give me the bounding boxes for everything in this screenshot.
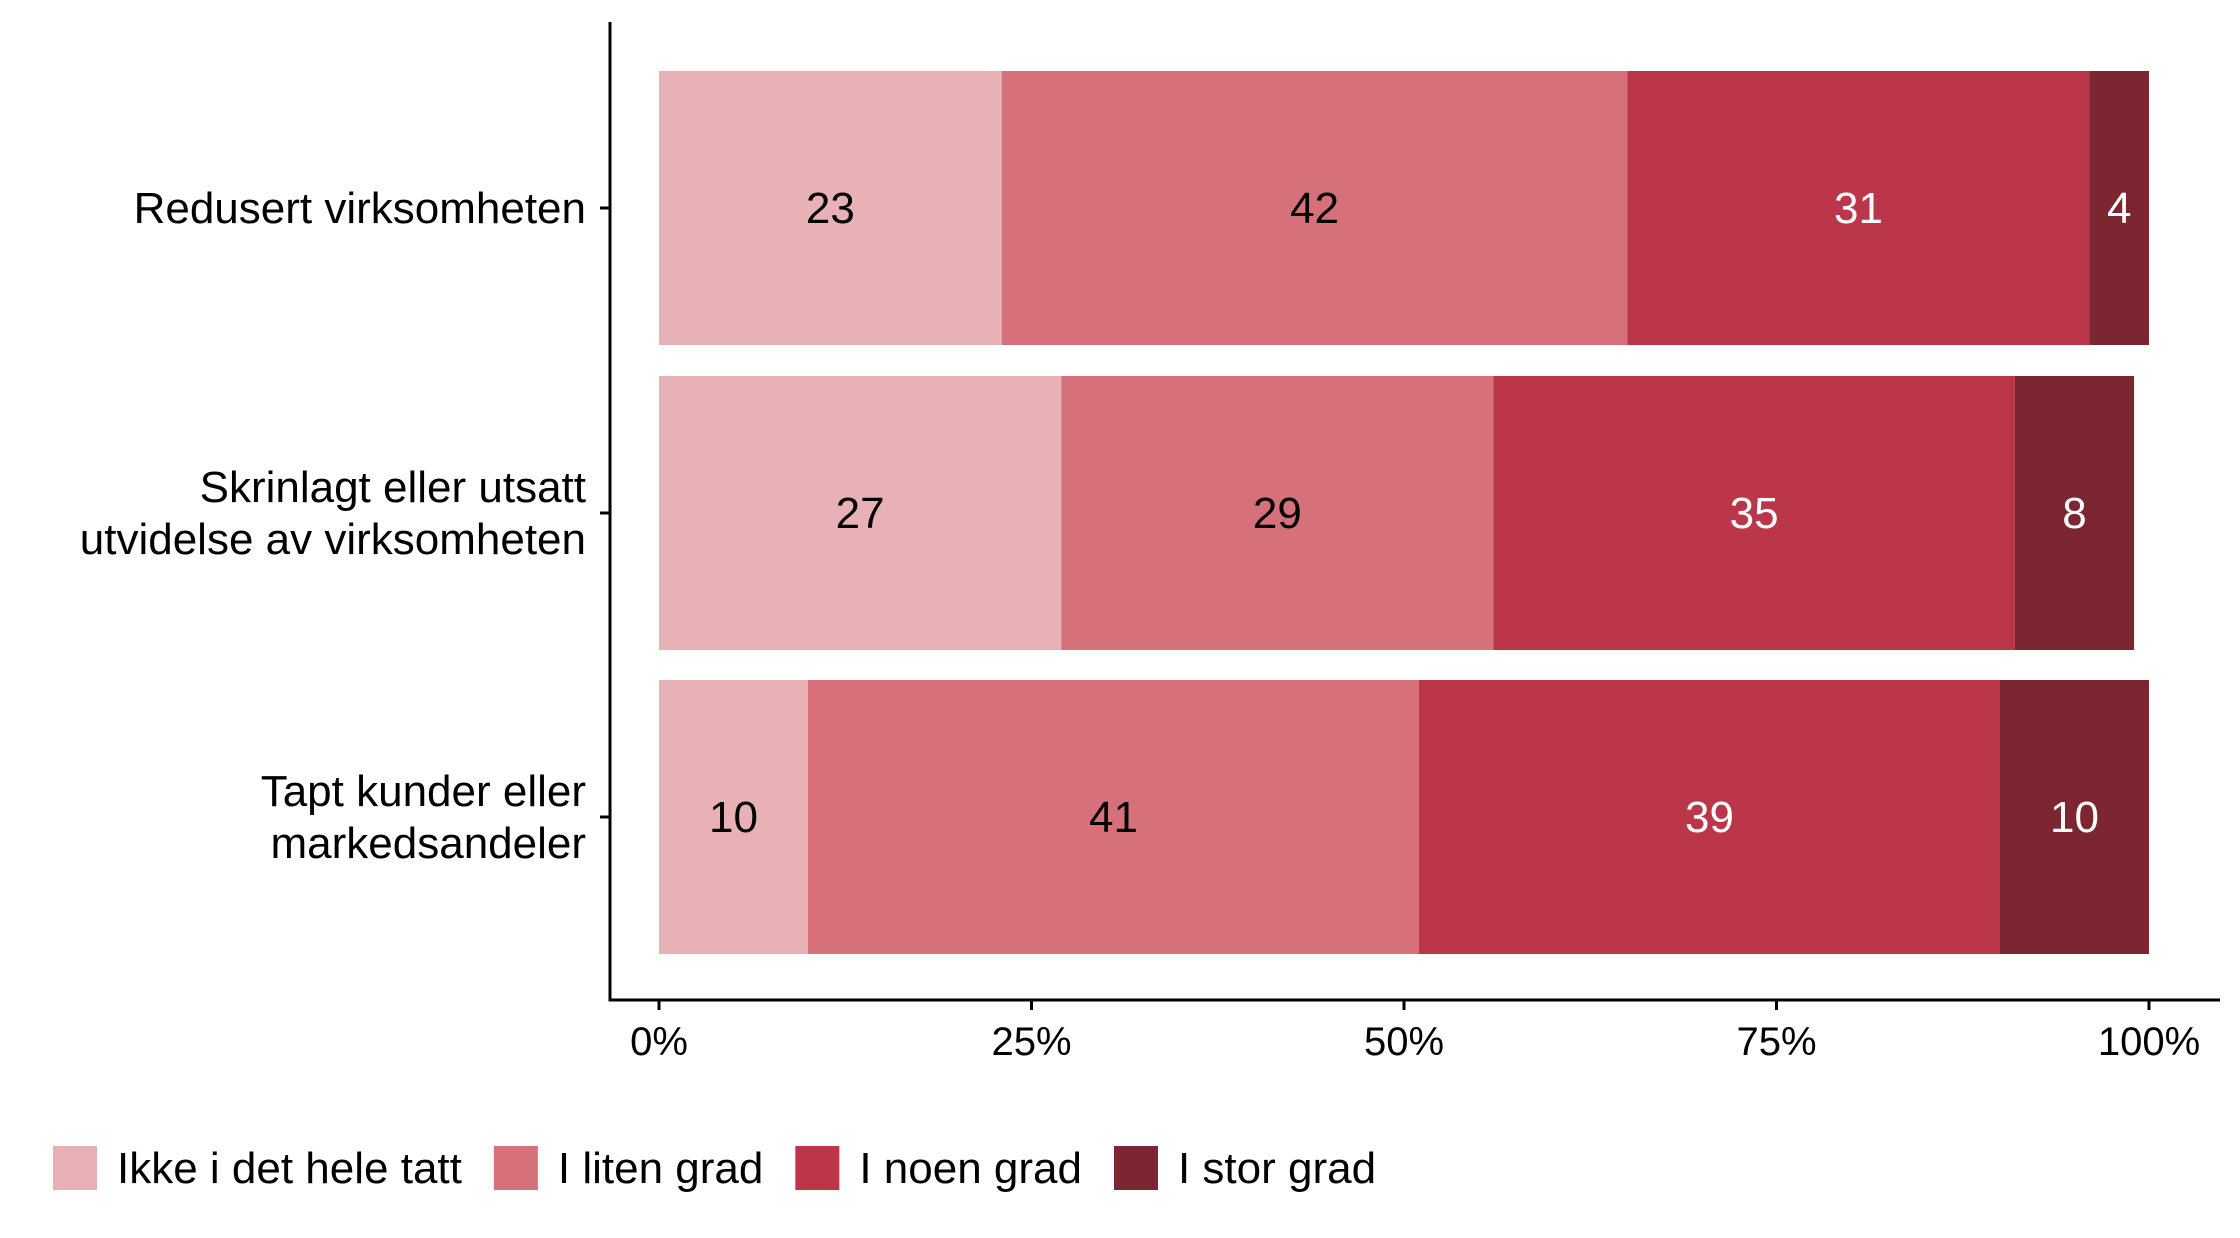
legend-swatch	[795, 1146, 840, 1190]
category-label: Tapt kunder eller	[261, 767, 586, 816]
bar-segment	[808, 680, 1419, 954]
bar-segment	[1061, 376, 1494, 650]
bar-segment	[659, 71, 1002, 345]
x-tick-label: 0%	[630, 1020, 688, 1064]
category-label: Redusert virksomheten	[134, 184, 586, 233]
x-tick-label: 100%	[2098, 1020, 2200, 1064]
bar-segment	[1418, 680, 2000, 954]
data-label: 4	[2107, 184, 2131, 233]
legend-label: I stor grad	[1178, 1144, 1376, 1193]
bars-layer	[659, 71, 2149, 954]
axes-layer: 0% 25% 50% 75% 100% Redusert virksomheten Skri…	[80, 22, 2220, 1064]
legend-swatch	[1113, 1146, 1158, 1190]
data-label: 23	[806, 184, 855, 233]
category-label: Skrinlagt eller utsatt	[200, 463, 586, 512]
data-label: 27	[836, 489, 885, 538]
legend-label: Ikke i det hele tatt	[117, 1144, 462, 1193]
legend-label: I liten grad	[558, 1144, 763, 1193]
data-label: 10	[2050, 793, 2099, 842]
bar-segment	[659, 376, 1062, 650]
legend-swatch	[493, 1146, 538, 1190]
bar-segment	[1627, 71, 2090, 345]
bar-segment	[1001, 71, 1628, 345]
data-label: 29	[1253, 489, 1302, 538]
category-label: markedsandeler	[271, 819, 587, 868]
category-label: utvidelse av virksomheten	[80, 515, 586, 564]
legend-swatch	[53, 1146, 97, 1190]
data-label: 42	[1290, 184, 1339, 233]
data-label: 41	[1089, 793, 1138, 842]
bar-segment	[1493, 376, 2015, 650]
x-tick-label: 50%	[1364, 1020, 1444, 1064]
data-label: 39	[1685, 793, 1734, 842]
bar-segment	[2089, 71, 2149, 345]
legend: Ikke i det hele tatt I liten grad I noen g…	[53, 1144, 1376, 1193]
data-labels-layer: 23 42 31 4 27 29 35 8 10 41 39 10	[709, 184, 2131, 842]
data-label: 31	[1834, 184, 1883, 233]
data-label: 8	[2062, 489, 2086, 538]
bar-segment	[2014, 376, 2135, 650]
data-label: 35	[1730, 489, 1779, 538]
x-tick-label: 25%	[991, 1020, 1071, 1064]
data-label: 10	[709, 793, 758, 842]
x-tick-label: 75%	[1736, 1020, 1816, 1064]
legend-label: I noen grad	[859, 1144, 1082, 1193]
bar-segment	[2000, 680, 2149, 954]
bar-segment	[659, 680, 808, 954]
